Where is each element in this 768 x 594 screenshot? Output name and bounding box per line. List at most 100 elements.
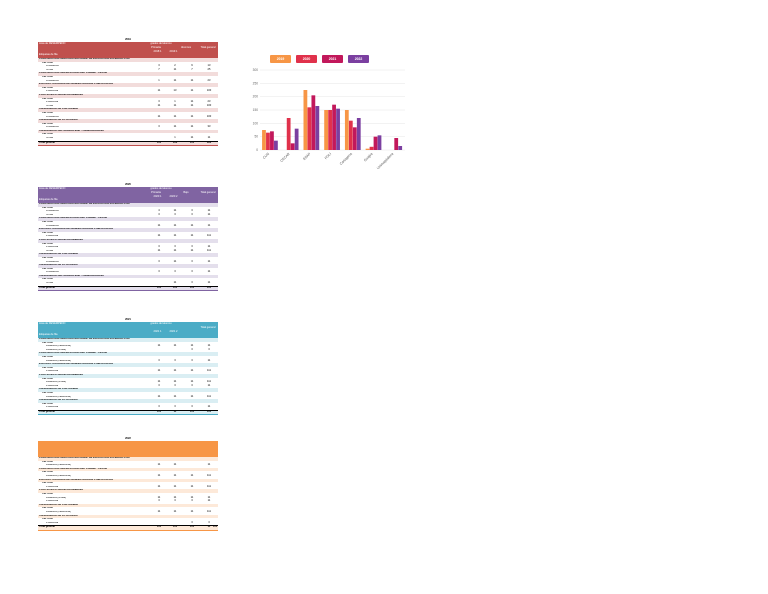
header-col-group: grados del alumno [150, 42, 172, 45]
row-value: 100 [206, 103, 212, 107]
table-row: CORPORACION UNIVERSITARIA DEL CARIBE - C… [38, 467, 218, 472]
table-row: A distancia 1 11 11 23 [38, 78, 218, 84]
row-value: 7 [191, 67, 193, 71]
row-value: 11 [190, 103, 194, 107]
row-value: 11 [157, 89, 161, 93]
row-label: Presencial [46, 500, 59, 503]
row-value: 11 [157, 223, 161, 227]
row-label: ESCUELA SUPERIOR DE ADMINISTRACION PUBLI… [39, 363, 114, 366]
row-value: 3 [191, 383, 193, 387]
row-value: 1 [174, 136, 176, 140]
row-label: CORPORACION UNIFICADA NACIONAL DE EDUCAC… [39, 58, 130, 60]
row-label: VIRTUAL [42, 242, 54, 245]
row-value: 111 [207, 394, 211, 398]
row-label: VIRTUAL [42, 122, 54, 125]
table-row: VIRTUAL [38, 482, 218, 486]
row-label: Virtual [46, 213, 54, 216]
legend-item-2022: 2022 [348, 55, 369, 63]
row-value: 11 [173, 369, 177, 373]
table-row: VIRTUAL [38, 257, 218, 261]
total-value: 111 [156, 285, 162, 289]
header-sub2: 2021 2 [169, 330, 178, 333]
table-row: A distancia 3 11 11 33 [38, 126, 218, 130]
row-value: 11 [157, 484, 161, 488]
table-row: VIRTUAL [38, 232, 218, 236]
table-row: VIRTUAL [38, 62, 218, 66]
row-value: 11 [173, 344, 177, 348]
row-label: VIRTUAL [42, 366, 54, 369]
row-value: 11 [157, 114, 161, 118]
row-value: 3 [158, 245, 160, 249]
row-value: 11 [173, 394, 177, 398]
header-sub2: 2019 1 [169, 50, 178, 53]
table-row: CORPORACION UNIVERSITARIA DEL CARIBE - C… [38, 217, 218, 221]
table-row: VIRTUAL [38, 87, 218, 91]
row-value: 2 [174, 64, 176, 68]
row-value: 11 [190, 114, 194, 118]
row-label: VIRTUAL [42, 75, 54, 78]
row-label: UNIVERSIDAD DEL MAGDALENA - UNIMAGDALENA [39, 274, 104, 277]
row-value: 3 [191, 212, 193, 216]
table-row: UNIVERSIDAD DE CARTAGENA [38, 253, 218, 257]
header-col-group: grados del alumno [150, 187, 172, 190]
table-row: VIRTUAL [38, 112, 218, 116]
x-tick-label: CECAR [280, 151, 292, 163]
row-value: 11 [173, 103, 177, 107]
row-label: ESCUELA SUPERIOR DE ADMINISTRACION PUBLI… [39, 228, 114, 231]
row-value: 11 [190, 125, 194, 129]
table-row: Distancia (tradicional) 11 11 11 111 [38, 510, 218, 515]
total-label: Total general [39, 286, 55, 289]
table-row: Virtual 1 11 11 [38, 136, 218, 141]
total-row: Total general 111 100 111 300 [38, 140, 218, 147]
total-value: 111 [189, 525, 195, 529]
bar-2021-CECAR [290, 143, 295, 150]
row-value: 3 [158, 499, 160, 503]
bar-2020-ESAP [307, 107, 312, 150]
chart-plot: 300 250 200 150 100 50 0 CUN CECAR ESAP POLI Cartag… [253, 68, 405, 170]
row-value: 111 [207, 369, 211, 373]
table-row: Presencial 11 11 11 111 [38, 370, 218, 374]
table-row: POLITECNICO GRANCOLOMBIANO [38, 489, 218, 493]
table-row: VIRTUAL [38, 268, 218, 272]
row-value: 11 [157, 473, 161, 477]
row-value: 11 [190, 495, 194, 499]
row-value: 3 [158, 405, 160, 409]
table-row: CORPORACION UNIFICADA NACIONAL DE EDUCAC… [38, 338, 218, 342]
table-row: VIRTUAL [38, 342, 218, 346]
table-row: A distancia 4 11 3 11 [38, 210, 218, 214]
row-value: 3 [174, 245, 176, 249]
row-label: VIRTUAL [42, 61, 54, 64]
total-value: 11 [207, 525, 211, 529]
row-label: Presencial [46, 370, 59, 373]
row-value: 11 [190, 78, 194, 82]
table-row: UNIVERSIDAD DE LA GUAJIRA [38, 119, 218, 123]
table-row: VIRTUAL [38, 356, 218, 360]
table-row: POLITECNICO GRANCOLOMBIANO [38, 93, 218, 98]
row-value: 3 [158, 383, 160, 387]
row-value: 3 [174, 212, 176, 216]
row-value: 11 [157, 369, 161, 373]
row-value: 11 [157, 248, 161, 252]
row-label: VIRTUAL [42, 206, 54, 209]
row-label: Distancia (tradicional) [46, 464, 71, 467]
table-row: Presencial 3 3 3 11 [38, 246, 218, 250]
table-row: ESCUELA SUPERIOR DE ADMINISTRACION PUBLI… [38, 228, 218, 232]
row-value: 3 [158, 259, 160, 263]
row-value: 3 [191, 259, 193, 263]
row-value: 11 [190, 369, 194, 373]
table-row: Virtual 3 3 3 11 [38, 212, 218, 218]
row-value: 11 [173, 114, 177, 118]
row-label: Presencial [46, 246, 59, 249]
total-value: 111 [212, 525, 218, 529]
row-label: Virtual [46, 137, 54, 140]
row-value: 3 [174, 270, 176, 274]
row-label: Distancia (tradicional) [46, 395, 71, 398]
row-label: UNIVERSIDAD DE LA GUAJIRA [39, 514, 78, 517]
table-row: UNIVERSIDAD DE LA GUAJIRA [38, 264, 218, 268]
row-value: 11 [173, 223, 177, 227]
row-label: VIRTUAL [42, 402, 54, 405]
row-value: 11 [207, 463, 211, 467]
table-header [38, 441, 218, 457]
row-label: UNIVERSIDAD DE CARTAGENA [39, 108, 79, 111]
table-row: UNIVERSIDAD DEL MAGDALENA - UNIMAGDALENA [38, 274, 218, 279]
